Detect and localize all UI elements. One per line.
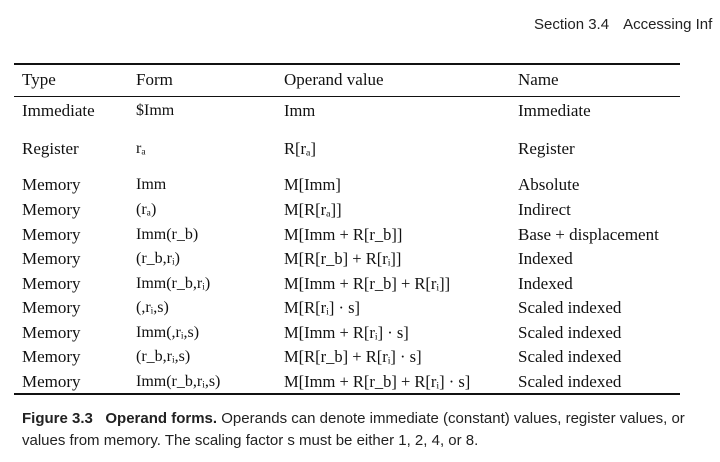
row-name: Scaled indexed: [518, 298, 622, 317]
row-type: Memory: [22, 298, 81, 317]
figure-label: Figure 3.3: [22, 410, 93, 427]
row-type: Memory: [22, 323, 81, 342]
row-name: Indexed: [518, 274, 573, 293]
row-operand-value: M[Imm + R[r_b] + R[rᵢ] · s]: [284, 372, 471, 391]
figure-caption: Figure 3.3 Operand forms. Operands can d…: [22, 408, 712, 452]
figure-title: Operand forms.: [105, 410, 218, 427]
row-type: Memory: [22, 225, 81, 244]
row-name: Base + displacement: [518, 225, 659, 244]
row-type: Memory: [22, 175, 81, 194]
row-name: Indirect: [518, 200, 571, 219]
row-operand-value: M[R[r_b] + R[rᵢ] · s]: [284, 347, 422, 366]
row-type: Memory: [22, 347, 81, 366]
header-operand-value: Operand value: [284, 70, 384, 89]
row-form: (rₐ): [136, 201, 157, 218]
row-form: (r_b,rᵢ): [136, 250, 180, 267]
row-type: Memory: [22, 200, 81, 219]
row-operand-value: R[rₐ]: [284, 139, 317, 158]
row-operand-value: M[Imm]: [284, 175, 341, 194]
row-operand-value: M[R[rₐ]]: [284, 200, 342, 219]
table-top-rule: [14, 63, 680, 65]
row-operand-value: M[R[r_b] + R[rᵢ]]: [284, 249, 402, 268]
table-bottom-rule: [14, 393, 680, 395]
running-head: Section 3.4 Accessing Inf: [534, 16, 712, 33]
row-form: Imm: [136, 176, 167, 193]
row-form: Imm(r_b,rᵢ,s): [136, 373, 221, 390]
row-operand-value: M[R[rᵢ] · s]: [284, 298, 361, 317]
row-form: (,rᵢ,s): [136, 299, 169, 316]
row-name: Register: [518, 139, 575, 158]
row-form: Imm(r_b): [136, 226, 199, 243]
row-form: rₐ: [136, 140, 146, 157]
row-form: (r_b,rᵢ,s): [136, 348, 191, 365]
row-name: Scaled indexed: [518, 347, 622, 366]
row-name: Indexed: [518, 249, 573, 268]
row-name: Scaled indexed: [518, 372, 622, 391]
row-operand-value: Imm: [284, 101, 316, 120]
row-operand-value: M[Imm + R[rᵢ] · s]: [284, 323, 409, 342]
row-type: Immediate: [22, 101, 95, 120]
table-header-rule: [14, 96, 680, 97]
figure-caption-text: Operands can denote immediate (constant)…: [22, 410, 685, 449]
row-operand-value: M[Imm + R[r_b] + R[rᵢ]]: [284, 274, 451, 293]
row-type: Memory: [22, 372, 81, 391]
row-name: Scaled indexed: [518, 323, 622, 342]
row-operand-value: M[Imm + R[r_b]]: [284, 225, 403, 244]
row-name: Absolute: [518, 175, 580, 194]
row-form: Imm(r_b,rᵢ): [136, 275, 211, 292]
row-type: Memory: [22, 274, 81, 293]
row-form: Imm(,rᵢ,s): [136, 324, 200, 341]
row-form: $Imm: [136, 102, 175, 119]
header-name: Name: [518, 70, 559, 89]
row-name: Immediate: [518, 101, 591, 120]
section-number: Section 3.4: [534, 16, 610, 33]
header-type: Type: [22, 70, 56, 89]
section-title: Accessing Inf: [623, 16, 713, 33]
header-form: Form: [136, 70, 173, 89]
row-type: Memory: [22, 249, 81, 268]
row-type: Register: [22, 139, 79, 158]
